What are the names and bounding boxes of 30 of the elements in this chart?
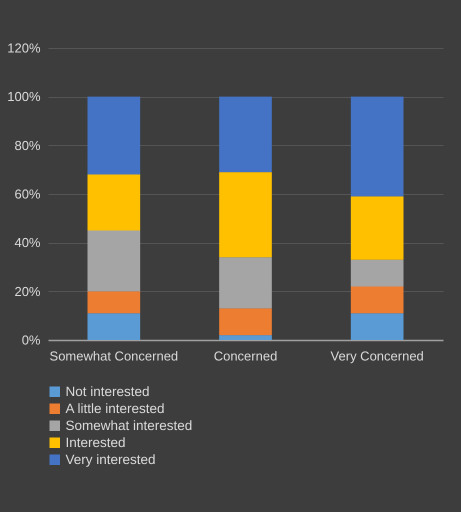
bar <box>350 313 404 340</box>
bar <box>88 313 140 340</box>
bar <box>350 196 404 260</box>
bar <box>219 172 272 258</box>
legend-label: Very interested <box>66 452 156 467</box>
x-tick-label: Very Concerned <box>330 348 424 364</box>
legend-label: Not interested <box>66 384 150 399</box>
bar <box>219 96 272 172</box>
bar <box>350 96 404 196</box>
y-tick-label: 20% <box>14 284 41 299</box>
x-tick-label: Somewhat Concerned <box>50 348 178 364</box>
y-tick-label: 120% <box>7 40 41 56</box>
bar <box>219 335 272 340</box>
legend-label: A little interested <box>66 400 165 416</box>
legend-label: Interested <box>66 434 126 450</box>
y-tick-label: 40% <box>14 235 41 250</box>
y-tick-label: 60% <box>14 186 41 202</box>
bar <box>88 230 140 292</box>
bar <box>88 291 140 314</box>
y-tick-label: 0% <box>22 332 41 348</box>
bar <box>219 308 272 336</box>
y-tick-label: 80% <box>14 138 41 153</box>
bar <box>88 96 140 175</box>
x-tick-label: Concerned <box>214 348 278 364</box>
bar <box>88 174 140 230</box>
bar <box>350 260 404 286</box>
legend-label: Somewhat interested <box>66 418 192 433</box>
bar <box>219 257 272 308</box>
y-tick-label: 100% <box>7 89 41 104</box>
bar <box>350 286 404 314</box>
